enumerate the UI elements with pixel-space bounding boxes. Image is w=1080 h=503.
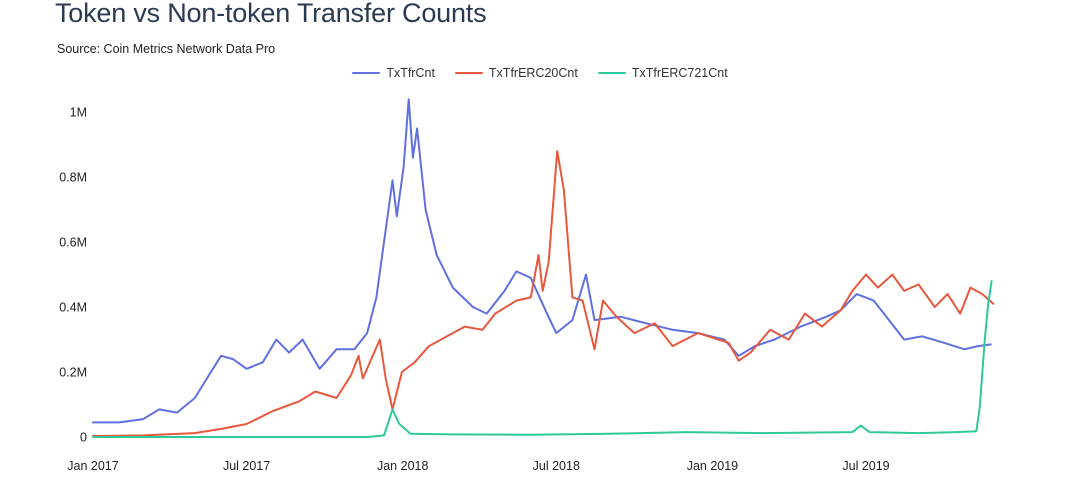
series-lines (92, 98, 995, 438)
y-axis-ticks: 0 0.2M 0.4M 0.6M 0.8M 1M (59, 106, 87, 445)
legend-swatch-txtfrerc20cnt (454, 72, 483, 74)
legend-label-txtfrcnt: TxTfrCnt (386, 66, 435, 80)
x-tick-label: Jul 2017 (223, 459, 270, 473)
y-tick-label: 0.6M (59, 236, 87, 250)
y-tick-label: 0.8M (59, 171, 87, 185)
x-tick-label: Jan 2018 (377, 459, 428, 473)
x-tick-label: Jul 2018 (533, 459, 580, 473)
chart-legend: TxTfrCnt TxTfrERC20Cnt TxTfrERC721Cnt (0, 66, 1080, 80)
y-tick-label: 0.2M (59, 366, 87, 380)
series-line-txtfrerc20cnt[interactable] (92, 150, 995, 437)
chart-source: Source: Coin Metrics Network Data Pro (57, 42, 276, 56)
chart-title: Token vs Non-token Transfer Counts (55, 0, 487, 28)
legend-swatch-txtfrerc721cnt (597, 72, 626, 74)
legend-label-txtfrerc721cnt: TxTfrERC721Cnt (631, 66, 728, 80)
legend-item-txtfrerc20cnt[interactable]: TxTfrERC20Cnt (454, 66, 578, 80)
legend-item-txtfrcnt[interactable]: TxTfrCnt (352, 66, 435, 80)
y-tick-label: 1M (70, 106, 87, 120)
x-tick-label: Jan 2019 (687, 459, 738, 473)
legend-item-txtfrerc721cnt[interactable]: TxTfrERC721Cnt (597, 66, 728, 80)
series-line-txtfrerc721cnt[interactable] (92, 280, 993, 438)
legend-swatch-txtfrcnt (352, 72, 381, 74)
x-tick-label: Jul 2019 (842, 459, 889, 473)
x-axis-ticks: Jan 2017 Jul 2017 Jan 2018 Jul 2018 Jan 2019… (67, 459, 889, 473)
x-tick-label: Jan 2017 (67, 459, 118, 473)
y-tick-label: 0 (80, 431, 87, 445)
legend-label-txtfrerc20cnt: TxTfrERC20Cnt (488, 66, 578, 80)
series-line-txtfrcnt[interactable] (92, 98, 992, 424)
y-tick-label: 0.4M (59, 301, 87, 315)
